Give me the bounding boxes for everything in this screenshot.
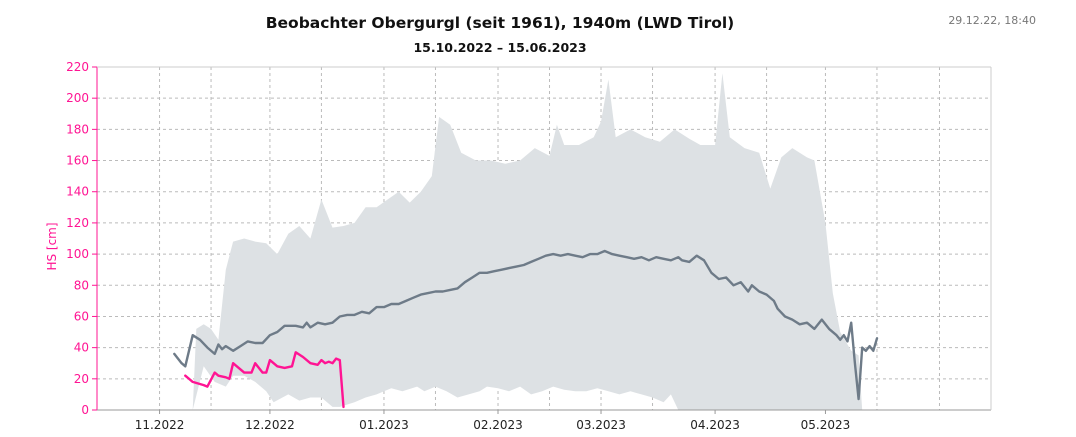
chart-subtitle: 15.10.2022 – 15.06.2023	[413, 40, 587, 55]
current-season-line	[184, 351, 345, 409]
y-tick-label: 20	[74, 372, 89, 386]
y-tick-label: 140	[66, 185, 89, 199]
x-tick-label: 12.2022	[245, 418, 295, 432]
y-tick-label: 0	[81, 403, 89, 417]
y-tick-label: 220	[66, 60, 89, 74]
x-tick-label: 11.2022	[135, 418, 185, 432]
y-tick-label: 60	[74, 309, 89, 323]
y-tick-label: 40	[74, 341, 89, 355]
x-axis: 11.2022 12.2022 01.2023 02.2023 03.2023 04.20…	[135, 410, 851, 432]
x-tick-label: 02.2023	[473, 418, 523, 432]
series-lines-layer	[173, 249, 879, 409]
x-tick-label: 05.2023	[801, 418, 851, 432]
range-band-area	[192, 73, 863, 410]
timestamp: 29.12.22, 18:40	[948, 14, 1036, 27]
y-tick-label: 100	[66, 247, 89, 261]
y-tick-label: 200	[66, 91, 89, 105]
plot-frame-layer	[96, 66, 992, 411]
y-axis: 0 20 40 60 80 100 120 140 160 180 200 220	[66, 60, 97, 417]
y-tick-label: 80	[74, 278, 89, 292]
chart-title: Beobachter Obergurgl (seit 1961), 1940m …	[265, 14, 735, 32]
range-band-layer	[192, 73, 863, 410]
x-tick-label: 03.2023	[576, 418, 626, 432]
y-tick-label: 120	[66, 216, 89, 230]
x-tick-label: 04.2023	[690, 418, 740, 432]
y-tick-label: 180	[66, 122, 89, 136]
y-tick-label: 160	[66, 154, 89, 168]
median-line	[173, 249, 879, 401]
x-tick-label: 01.2023	[359, 418, 409, 432]
y-axis-label: HS [cm]	[45, 222, 59, 270]
